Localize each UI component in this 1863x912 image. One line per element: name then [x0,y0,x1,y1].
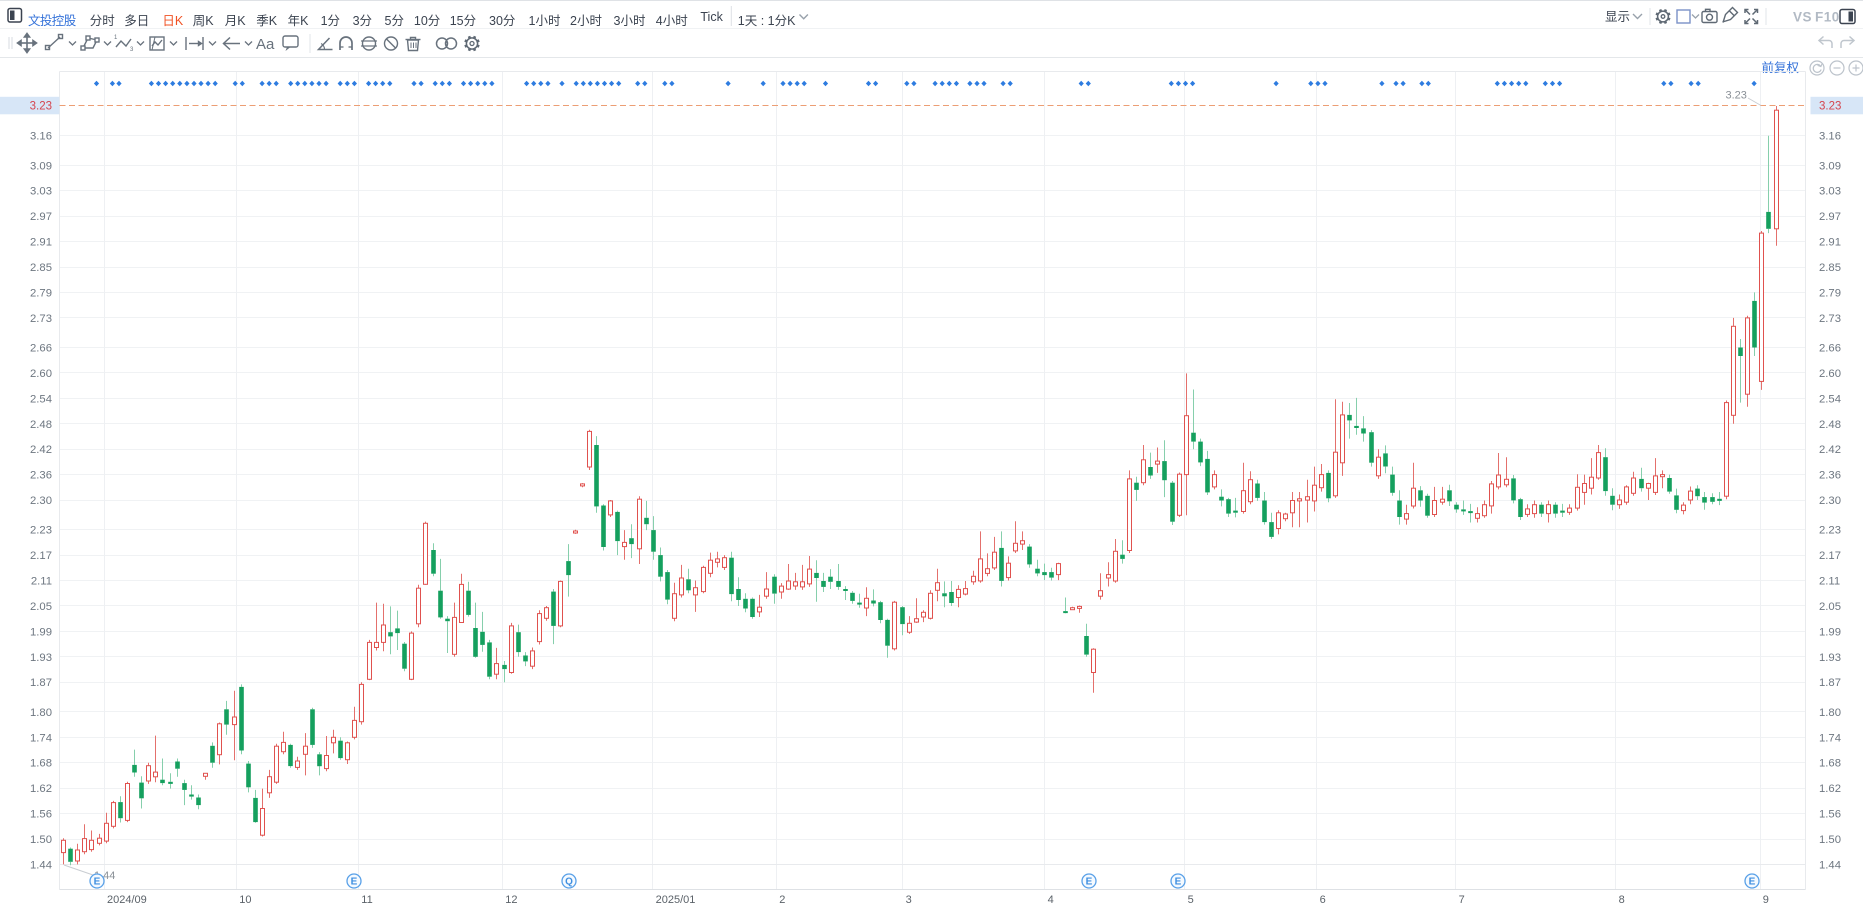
svg-text:2.42: 2.42 [30,444,52,456]
svg-text:2.91: 2.91 [1819,237,1841,249]
svg-text:3.09: 3.09 [30,160,52,172]
svg-text:1.80: 1.80 [30,707,52,719]
svg-text:1: 1 [114,35,118,41]
svg-text:2.48: 2.48 [30,419,52,431]
svg-text:2.36: 2.36 [30,470,52,482]
svg-text:5: 5 [1188,894,1194,906]
svg-text:10: 10 [239,894,251,906]
svg-text:2.05: 2.05 [1819,601,1841,613]
svg-text:2.42: 2.42 [1819,444,1841,456]
svg-text:2.60: 2.60 [1819,368,1841,380]
svg-text:3.23: 3.23 [1819,101,1841,113]
svg-text:2.79: 2.79 [1819,287,1841,299]
svg-text:4: 4 [1048,894,1054,906]
svg-text:3.09: 3.09 [1819,160,1841,172]
svg-text:7: 7 [1459,894,1465,906]
svg-text:1.74: 1.74 [30,732,52,744]
svg-text:2.85: 2.85 [1819,262,1841,274]
svg-text:2.73: 2.73 [30,313,52,325]
svg-text:1.93: 1.93 [1819,652,1841,664]
svg-text:3.16: 3.16 [1819,131,1841,143]
svg-text:2: 2 [779,894,785,906]
svg-text:1.44: 1.44 [1819,859,1841,871]
svg-text:2.30: 2.30 [1819,495,1841,507]
svg-text:E: E [1086,877,1093,888]
svg-text:6: 6 [1320,894,1326,906]
svg-text:2.11: 2.11 [1819,576,1840,588]
svg-text:2.54: 2.54 [1819,393,1841,405]
svg-text:2.60: 2.60 [30,368,52,380]
svg-text:1.56: 1.56 [1819,809,1841,821]
svg-text:12: 12 [505,894,517,906]
svg-text:3.23: 3.23 [1726,90,1747,102]
svg-text:显示: 显示 [1605,10,1630,24]
svg-text:1.56: 1.56 [30,809,52,821]
svg-text:1.80: 1.80 [1819,707,1841,719]
svg-text:2025/01: 2025/01 [656,894,696,906]
svg-text:E: E [1749,877,1756,888]
svg-text:2.23: 2.23 [30,525,52,537]
svg-text:3.03: 3.03 [1819,186,1841,198]
svg-text:1.50: 1.50 [1819,834,1841,846]
svg-text:VS: VS [1793,10,1812,25]
svg-text:1.68: 1.68 [30,758,52,770]
svg-text:2.23: 2.23 [1819,525,1841,537]
svg-text:2.97: 2.97 [30,211,52,223]
svg-text:8: 8 [1619,894,1625,906]
svg-text:1.74: 1.74 [1819,732,1841,744]
svg-text:E: E [94,877,101,888]
svg-text:3.16: 3.16 [30,131,52,143]
svg-text:前复权: 前复权 [1762,60,1800,75]
svg-text:F10: F10 [1815,10,1840,25]
svg-text:1.62: 1.62 [1819,783,1841,795]
svg-text:E: E [1175,877,1182,888]
svg-text:2.30: 2.30 [30,495,52,507]
svg-text:1.62: 1.62 [30,783,52,795]
svg-text:2.73: 2.73 [1819,313,1841,325]
svg-text:3: 3 [130,47,134,53]
svg-text:2.17: 2.17 [30,550,52,562]
svg-text:2.91: 2.91 [30,237,52,249]
svg-text:E: E [351,877,358,888]
svg-text:11: 11 [361,894,372,906]
svg-text:2024/09: 2024/09 [107,894,147,906]
svg-text:2.11: 2.11 [31,576,52,588]
svg-text:1.50: 1.50 [30,834,52,846]
svg-text:Aa: Aa [256,36,275,53]
svg-text:2.54: 2.54 [30,393,52,405]
svg-text:1.68: 1.68 [1819,758,1841,770]
svg-text:2.79: 2.79 [30,287,52,299]
svg-text:2.97: 2.97 [1819,211,1841,223]
svg-text:2.66: 2.66 [30,343,52,355]
svg-text:9: 9 [1763,894,1769,906]
svg-text:2.66: 2.66 [1819,343,1841,355]
svg-text:Q: Q [565,877,573,888]
svg-text:1.99: 1.99 [1819,626,1841,638]
svg-text:2.48: 2.48 [1819,419,1841,431]
svg-text:1.87: 1.87 [30,677,52,689]
svg-text:1.99: 1.99 [30,626,52,638]
svg-text:1.44: 1.44 [30,859,52,871]
svg-text:2.05: 2.05 [30,601,52,613]
svg-text:3: 3 [906,894,912,906]
svg-text:1.87: 1.87 [1819,677,1841,689]
svg-text:3.03: 3.03 [30,186,52,198]
svg-text:2.85: 2.85 [30,262,52,274]
svg-text:3.23: 3.23 [30,101,52,113]
svg-text:1.93: 1.93 [30,652,52,664]
svg-text:2.36: 2.36 [1819,470,1841,482]
svg-text:2.17: 2.17 [1819,550,1841,562]
